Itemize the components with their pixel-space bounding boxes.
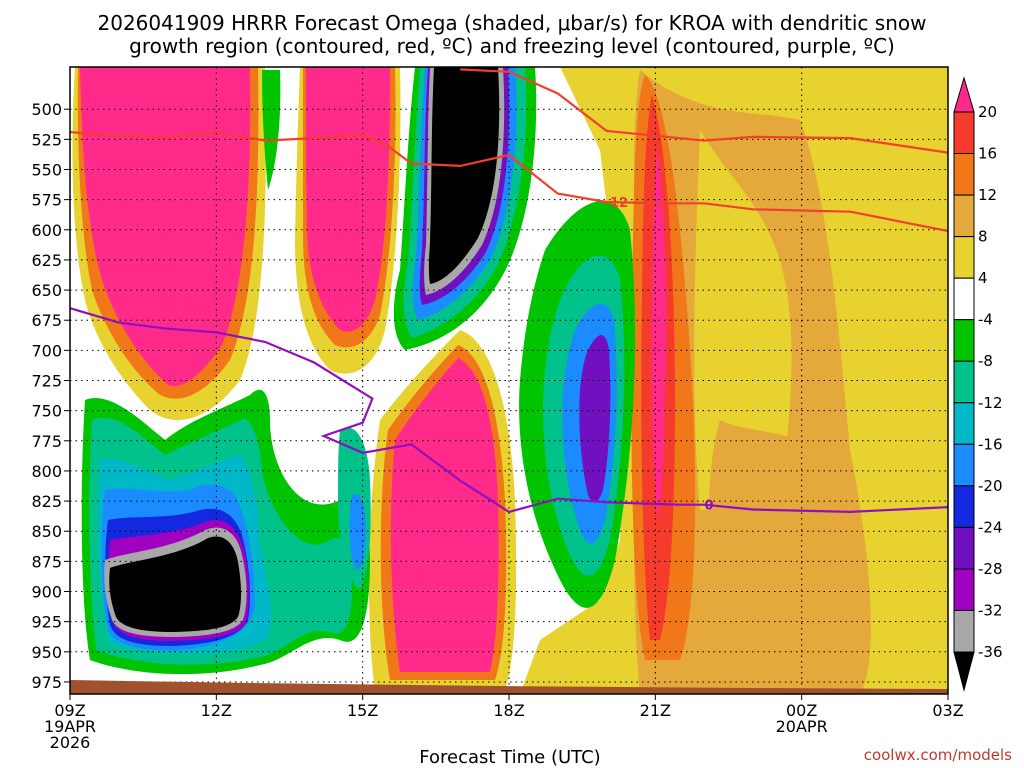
y-tick-label: 850 [31, 522, 62, 541]
y-tick-label: 875 [31, 552, 62, 571]
colorbar-band [953, 360, 975, 404]
colorbar-band [953, 443, 975, 487]
contour-label: 0 [704, 499, 713, 514]
x-axis-label: Forecast Time (UTC) [419, 747, 600, 768]
chart-title: 2026041909 HRRR Forecast Omega (shaded, … [98, 11, 927, 35]
x-tick-sublabel: 20APR [776, 717, 828, 736]
colorbar-band [953, 568, 975, 611]
x-tick-label: 18Z [493, 701, 524, 720]
colorbar-band [953, 319, 975, 362]
colorbar-label: -12 [978, 394, 1003, 412]
colorbar-label: -16 [978, 435, 1003, 453]
contour-line [70, 130, 948, 233]
y-tick-label: 625 [31, 251, 62, 270]
colorbar-band [953, 526, 975, 570]
y-tick-label: 900 [31, 583, 62, 602]
y-tick-label: 725 [31, 372, 62, 391]
y-tick-label: 650 [31, 281, 62, 300]
colorbar-bottom-arrow [953, 651, 975, 692]
y-tick-label: 925 [31, 613, 62, 632]
y-tick-label: 575 [31, 191, 62, 210]
colorbar-label: -8 [978, 352, 993, 370]
contour-line [70, 307, 948, 514]
credit-text: coolwx.com/models [864, 746, 1012, 764]
colorbar-label: -28 [978, 560, 1003, 578]
colorbar-label: 4 [978, 269, 988, 287]
colorbar-label: -4 [978, 311, 993, 329]
y-tick-label: 800 [31, 462, 62, 481]
y-tick-label: 775 [31, 432, 62, 451]
colorbar-band [953, 277, 975, 321]
colorbar-band [953, 194, 975, 238]
x-tick-label: 09Z [54, 701, 85, 720]
x-tick-sublabel: 19APR [44, 717, 96, 736]
y-axis: 500 525 550 575 600 625 650 675 700 725 750 775 800 8… [31, 100, 70, 692]
colorbar-label: 16 [978, 145, 997, 163]
grid [69, 67, 949, 694]
colorbar-label: 20 [978, 103, 997, 121]
colorbar-band [953, 402, 975, 445]
colorbar-band [953, 236, 975, 279]
colorbar-label: 12 [978, 186, 997, 204]
contour-label: -12 [605, 196, 629, 211]
colorbar-band [953, 111, 975, 155]
terrain-ground [70, 680, 948, 694]
x-tick-label: 00Z [786, 701, 817, 720]
y-tick-label: 525 [31, 130, 62, 149]
colorbar-band [953, 609, 975, 653]
colorbar-top-arrow [953, 76, 975, 113]
x-tick-label: 12Z [201, 701, 232, 720]
colorbar-label: 8 [978, 228, 988, 246]
colorbar-label: -32 [978, 601, 1003, 619]
y-tick-label: 950 [31, 643, 62, 662]
chart-subtitle: growth region (contoured, red, ºC) and f… [129, 34, 895, 58]
colorbar-label: -20 [978, 477, 1003, 495]
x-tick-label: 21Z [640, 701, 671, 720]
colorbar-label: -24 [978, 518, 1003, 536]
y-tick-label: 750 [31, 402, 62, 421]
colorbar-band [953, 485, 975, 528]
x-tick-label: 03Z [932, 701, 963, 720]
y-tick-label: 975 [31, 673, 62, 692]
contour-line [460, 68, 948, 154]
y-tick-label: 825 [31, 492, 62, 511]
contours: -12 0 [70, 68, 948, 514]
colorbar-label: -36 [978, 643, 1003, 661]
y-tick-label: 700 [31, 341, 62, 360]
y-tick-label: 500 [31, 100, 62, 119]
x-tick-sublabel: 2026 [50, 733, 91, 752]
y-tick-label: 675 [31, 311, 62, 330]
y-tick-label: 550 [31, 160, 62, 179]
y-tick-label: 600 [31, 221, 62, 240]
colorbar-band [953, 153, 975, 196]
x-tick-label: 15Z [347, 701, 378, 720]
colorbar: 20 16 12 8 4 -4 -8 -12 -16 -20 -24 -28 -32 -36 [953, 76, 1003, 692]
